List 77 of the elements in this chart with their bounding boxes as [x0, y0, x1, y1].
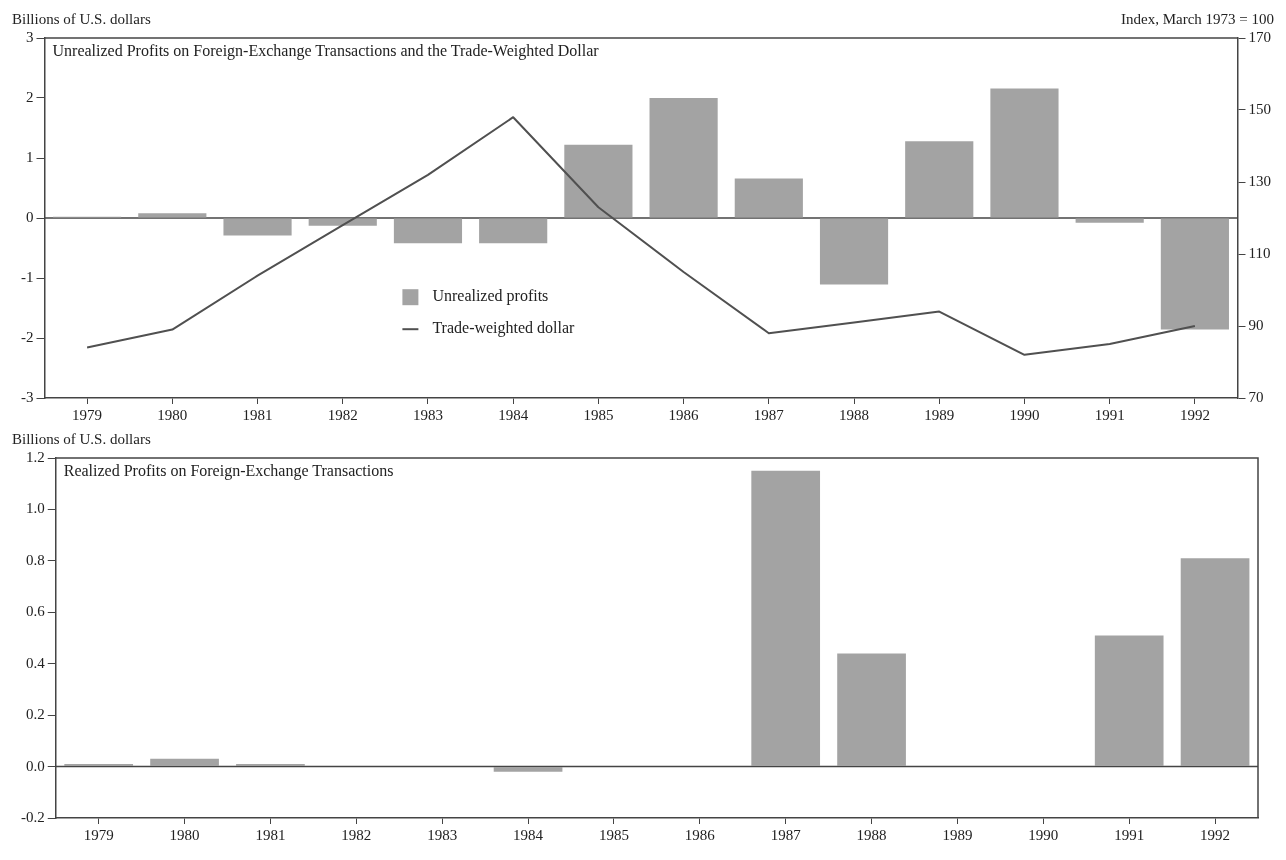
x-tick-label: 1987	[753, 406, 785, 423]
y-tick-label: 0.4	[26, 654, 46, 671]
y-tick-label: -0.2	[21, 808, 45, 825]
bar	[150, 758, 219, 767]
x-tick-label: 1990	[1009, 406, 1040, 423]
y-tick-label: 1	[26, 148, 34, 165]
x-tick-label: 1982	[327, 406, 358, 423]
bar	[990, 88, 1059, 218]
y-tick-label: 0	[26, 208, 34, 225]
x-tick-label: 1986	[668, 406, 700, 423]
y-tick-label: -2	[21, 328, 34, 345]
bar	[138, 213, 207, 218]
x-tick-label: 1980	[157, 406, 188, 423]
x-tick-label: 1981	[255, 826, 286, 843]
y-tick-label: 2	[26, 88, 34, 105]
x-tick-label: 1992	[1179, 406, 1210, 423]
y2-tick-label: 130	[1248, 172, 1271, 189]
x-tick-label: 1989	[942, 826, 973, 843]
bar	[223, 218, 292, 236]
legend-label: Unrealized profits	[432, 287, 549, 306]
x-tick-label: 1992	[1200, 826, 1231, 843]
y-tick-label: 3	[26, 28, 34, 45]
x-tick-label: 1982	[341, 826, 372, 843]
y-tick-label: 0.8	[26, 551, 45, 568]
x-tick-label: 1984	[498, 406, 529, 423]
y-axis-title: Billions of U.S. dollars	[12, 431, 151, 448]
y-tick-label: 0.2	[26, 706, 45, 723]
bar	[1180, 558, 1250, 767]
bar	[308, 218, 377, 226]
y2-tick-label: 70	[1248, 388, 1264, 405]
x-tick-label: 1983	[412, 406, 443, 423]
x-tick-label: 1987	[770, 826, 802, 843]
bar	[819, 218, 889, 285]
y2-tick-label: 110	[1248, 244, 1271, 261]
bar	[564, 144, 633, 218]
y-tick-label: -3	[21, 388, 34, 405]
x-tick-label: 1991	[1094, 406, 1125, 423]
x-tick-label: 1984	[513, 826, 544, 843]
y-tick-label: 0.0	[26, 757, 45, 774]
x-tick-label: 1979	[83, 826, 114, 843]
bar	[64, 764, 134, 767]
bar	[393, 218, 463, 244]
bar	[1075, 218, 1144, 223]
bar	[1160, 218, 1229, 330]
y-tick-label: 0.6	[26, 603, 46, 620]
bar	[751, 470, 821, 767]
x-tick-label: 1979	[72, 406, 103, 423]
chart-title: Unrealized Profits on Foreign-Exchange Transactions and the Trade-Weighted Dollar	[52, 42, 600, 61]
y-axis-title: Billions of U.S. dollars	[12, 11, 151, 28]
bar	[493, 767, 563, 772]
bar	[236, 764, 305, 767]
x-tick-label: 1990	[1028, 826, 1059, 843]
x-tick-label: 1989	[924, 406, 955, 423]
x-tick-label: 1980	[169, 826, 200, 843]
bar	[905, 141, 974, 218]
bar	[479, 218, 548, 244]
legend-label: Trade-weighted dollar	[432, 319, 576, 338]
x-tick-label: 1985	[598, 826, 629, 843]
y2-tick-label: 150	[1248, 100, 1271, 117]
x-tick-label: 1988	[839, 406, 870, 423]
y-tick-label: 1.0	[26, 500, 45, 517]
chart-title: Realized Profits on Foreign-Exchange Transactions	[63, 462, 394, 481]
bar	[1094, 635, 1164, 767]
x-tick-label: 1983	[427, 826, 458, 843]
y2-tick-label: 90	[1248, 316, 1264, 333]
bar	[837, 653, 906, 767]
y2-tick-label: 170	[1248, 28, 1271, 45]
x-tick-label: 1985	[583, 406, 614, 423]
x-tick-label: 1988	[856, 826, 887, 843]
x-tick-label: 1991	[1114, 826, 1145, 843]
x-tick-label: 1981	[242, 406, 273, 423]
y2-axis-title: Index, March 1973 = 100	[1120, 11, 1274, 28]
bar	[734, 178, 803, 218]
y-tick-label: 1.2	[26, 448, 45, 465]
x-tick-label: 1986	[684, 826, 716, 843]
bar	[649, 98, 718, 218]
y-tick-label: -1	[21, 268, 34, 285]
